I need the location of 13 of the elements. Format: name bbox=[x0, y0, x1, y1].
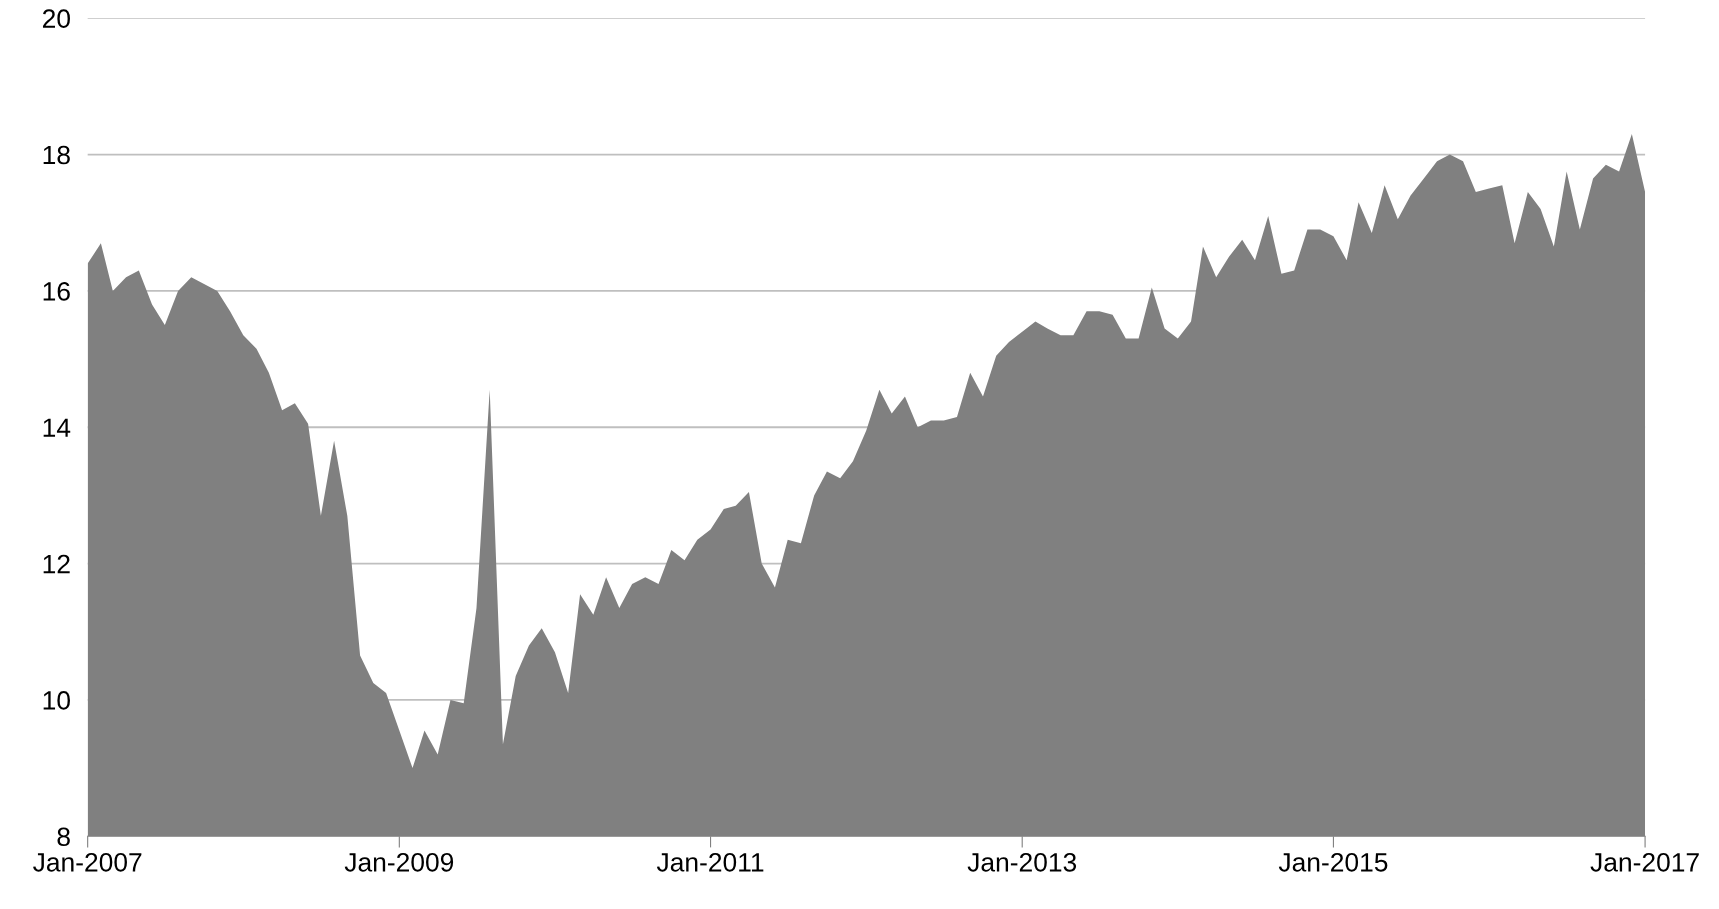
x-tick-label: Jan-2011 bbox=[656, 852, 764, 872]
y-tick-label: 18 bbox=[43, 145, 70, 165]
x-tick-label: Jan-2007 bbox=[33, 852, 142, 872]
y-tick-label: 10 bbox=[43, 691, 70, 710]
x-tick-label: Jan-2017 bbox=[1590, 852, 1699, 872]
x-tick-label: Jan-2015 bbox=[1278, 852, 1388, 872]
y-tick-label: 8 bbox=[57, 827, 70, 847]
y-tick-label: 14 bbox=[43, 418, 71, 437]
y-tick-label: 16 bbox=[43, 282, 70, 301]
y-tick-label: 12 bbox=[43, 554, 70, 574]
x-tick-label: Jan-2009 bbox=[344, 852, 454, 872]
y-tick-label: 20 bbox=[42, 9, 70, 28]
x-tick-label: Jan-2013 bbox=[967, 852, 1077, 872]
